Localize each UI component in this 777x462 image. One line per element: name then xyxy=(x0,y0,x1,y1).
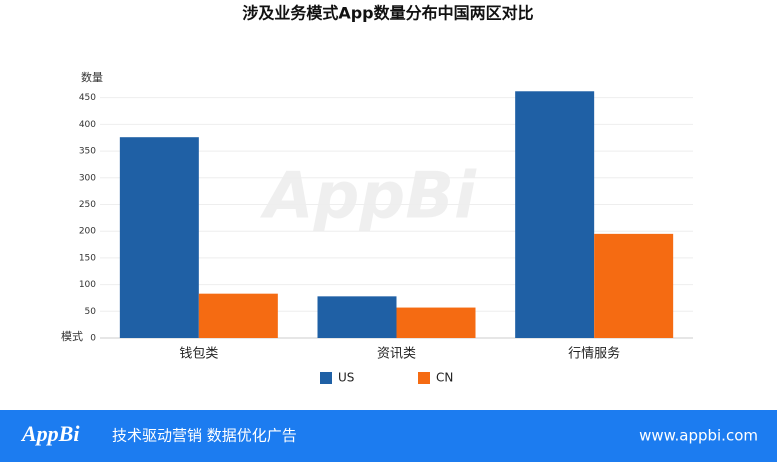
bar xyxy=(396,307,476,338)
y-tick-label: 150 xyxy=(79,253,96,263)
legend-label: CN xyxy=(436,371,453,385)
y-tick-label: 250 xyxy=(79,200,96,210)
chart-title: 涉及业务模式App数量分布中国两区对比 xyxy=(242,4,533,23)
x-axis-label: 模式 xyxy=(61,330,83,343)
x-tick-label: 行情服务 xyxy=(568,346,620,362)
footer-slogan: 技术驱动营销 数据优化广告 xyxy=(112,427,297,445)
x-tick-label: 钱包类 xyxy=(179,347,218,362)
x-tick-label: 资讯类 xyxy=(377,347,416,362)
bar xyxy=(198,293,278,338)
bar xyxy=(515,91,595,338)
y-tick-label: 50 xyxy=(85,307,97,317)
bar xyxy=(119,137,199,338)
y-axis-label: 数量 xyxy=(81,71,103,84)
bar xyxy=(594,233,674,338)
legend-swatch xyxy=(418,372,430,384)
y-tick-label: 100 xyxy=(79,280,96,290)
legend-swatch xyxy=(320,372,332,384)
watermark: AppBi xyxy=(259,160,477,234)
bar xyxy=(317,296,397,338)
y-tick-label: 200 xyxy=(79,227,96,237)
footer-url: www.appbi.com xyxy=(639,427,758,445)
footer-logo: AppBi xyxy=(20,421,80,446)
y-tick-label: 400 xyxy=(79,120,96,130)
legend-label: US xyxy=(338,371,354,385)
y-tick-label: 300 xyxy=(79,173,96,183)
y-tick-label: 0 xyxy=(90,334,96,344)
y-tick-label: 450 xyxy=(79,93,96,103)
y-tick-label: 350 xyxy=(79,147,96,157)
footer-band xyxy=(0,410,777,462)
